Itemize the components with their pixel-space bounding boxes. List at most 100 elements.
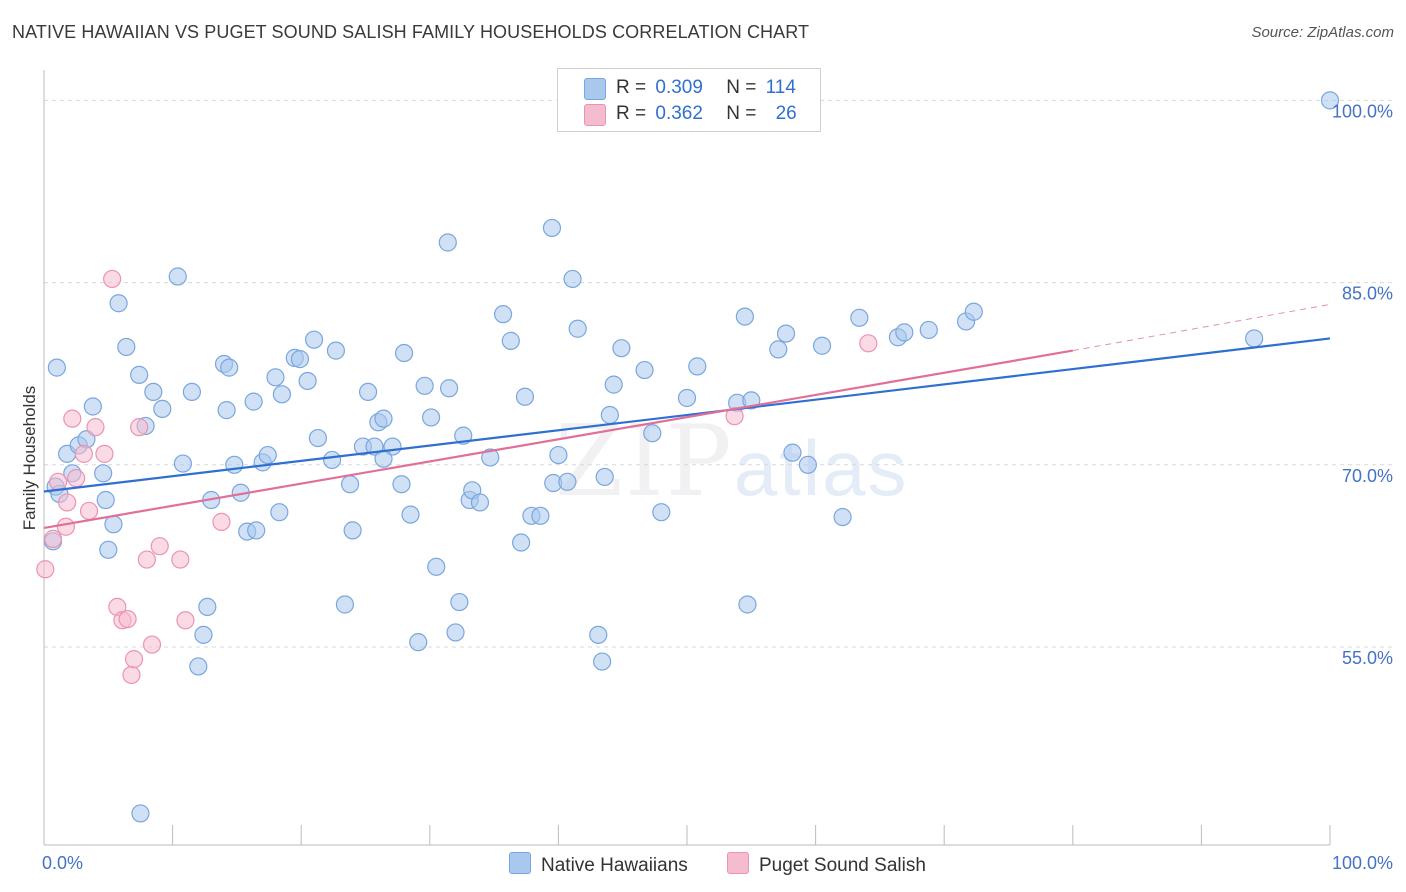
point-native-hawaiians bbox=[769, 340, 788, 359]
point-native-hawaiians bbox=[298, 371, 317, 391]
point-puget-sound-salish bbox=[103, 269, 122, 289]
legend-label: Puget Sound Salish bbox=[759, 855, 926, 876]
point-native-hawaiians bbox=[494, 305, 513, 324]
point-puget-sound-salish bbox=[118, 609, 137, 629]
point-native-hawaiians bbox=[531, 506, 550, 525]
point-native-hawaiians bbox=[512, 533, 531, 552]
point-native-hawaiians bbox=[335, 595, 355, 614]
gridlines bbox=[44, 99, 1395, 648]
point-native-hawaiians bbox=[189, 657, 208, 676]
y-tick-label: 100.0% bbox=[1332, 101, 1393, 121]
point-native-hawaiians bbox=[677, 388, 697, 408]
point-native-hawaiians bbox=[589, 625, 608, 644]
point-native-hawaiians bbox=[394, 343, 414, 363]
point-puget-sound-salish bbox=[58, 493, 77, 512]
point-native-hawaiians bbox=[266, 368, 285, 387]
point-native-hawaiians bbox=[454, 426, 473, 445]
point-native-hawaiians bbox=[964, 302, 983, 321]
correlation-legend: R = 0.309 N = 114 R = 0.362 N = 26 bbox=[557, 68, 821, 132]
point-native-hawaiians bbox=[446, 623, 465, 642]
point-puget-sound-salish bbox=[859, 334, 878, 353]
point-native-hawaiians bbox=[919, 320, 938, 340]
trend-line-native-hawaiians bbox=[43, 337, 1331, 493]
point-puget-sound-salish bbox=[176, 611, 195, 630]
point-native-hawaiians bbox=[182, 382, 201, 402]
point-puget-sound-salish bbox=[79, 501, 99, 521]
point-native-hawaiians bbox=[217, 401, 236, 420]
point-puget-sound-salish bbox=[171, 550, 190, 569]
point-native-hawaiians bbox=[612, 339, 631, 358]
point-native-hawaiians bbox=[220, 358, 239, 377]
point-native-hawaiians bbox=[593, 652, 612, 671]
point-native-hawaiians bbox=[153, 399, 172, 419]
point-native-hawaiians bbox=[168, 267, 187, 286]
point-native-hawaiians bbox=[99, 540, 118, 559]
point-native-hawaiians bbox=[308, 428, 328, 448]
point-native-hawaiians bbox=[1320, 91, 1340, 110]
point-native-hawaiians bbox=[290, 350, 310, 369]
series-puget-sound-salish bbox=[36, 269, 878, 685]
point-native-hawaiians bbox=[481, 448, 500, 467]
point-native-hawaiians bbox=[515, 387, 535, 406]
point-native-hawaiians bbox=[439, 379, 459, 398]
point-native-hawaiians bbox=[326, 341, 346, 360]
point-native-hawaiians bbox=[643, 424, 662, 443]
point-native-hawaiians bbox=[96, 490, 115, 510]
point-native-hawaiians bbox=[198, 597, 217, 617]
point-native-hawaiians bbox=[776, 324, 796, 343]
point-native-hawaiians bbox=[604, 375, 623, 394]
point-native-hawaiians bbox=[272, 385, 292, 404]
point-native-hawaiians bbox=[895, 323, 914, 342]
point-native-hawaiians bbox=[470, 493, 490, 512]
point-puget-sound-salish bbox=[49, 472, 68, 491]
point-native-hawaiians bbox=[450, 592, 469, 612]
point-native-hawaiians bbox=[258, 445, 277, 465]
y-tick-label: 70.0% bbox=[1342, 466, 1393, 486]
point-puget-sound-salish bbox=[142, 635, 162, 654]
point-native-hawaiians bbox=[194, 625, 213, 644]
point-native-hawaiians bbox=[738, 595, 757, 614]
legend-r-value: 0.362 bbox=[655, 103, 703, 124]
point-native-hawaiians bbox=[144, 382, 163, 402]
point-native-hawaiians bbox=[421, 408, 441, 427]
point-native-hawaiians bbox=[358, 382, 378, 402]
blue-swatch bbox=[509, 852, 531, 874]
x-tick-label: 0.0% bbox=[42, 853, 83, 873]
point-native-hawaiians bbox=[392, 475, 411, 494]
x-tick-label: 100.0% bbox=[1332, 853, 1393, 873]
legend-n-value: 26 bbox=[775, 103, 797, 124]
point-native-hawaiians bbox=[783, 443, 802, 462]
point-puget-sound-salish bbox=[130, 418, 149, 437]
point-native-hawaiians bbox=[415, 376, 434, 395]
pink-swatch bbox=[584, 104, 606, 126]
legend-r-label: R = bbox=[616, 77, 647, 98]
point-native-hawaiians bbox=[109, 294, 128, 313]
trend-lines bbox=[43, 303, 1331, 530]
point-puget-sound-salish bbox=[36, 560, 55, 579]
point-puget-sound-salish bbox=[43, 529, 63, 548]
point-native-hawaiians bbox=[549, 445, 568, 465]
point-puget-sound-salish bbox=[137, 550, 156, 569]
point-native-hawaiians bbox=[374, 409, 393, 428]
tick-labels: 55.0% 70.0% 85.0% 100.0% 0.0% 100.0% bbox=[42, 101, 1393, 873]
legend-r-label: R = bbox=[616, 103, 647, 124]
point-native-hawaiians bbox=[173, 454, 192, 473]
point-puget-sound-salish bbox=[725, 407, 744, 426]
point-native-hawaiians bbox=[131, 804, 150, 823]
point-native-hawaiians bbox=[270, 503, 289, 522]
blue-swatch bbox=[584, 78, 606, 100]
y-tick-label: 55.0% bbox=[1342, 648, 1393, 668]
chart-title: NATIVE HAWAIIAN VS PUGET SOUND SALISH FA… bbox=[12, 22, 810, 42]
point-puget-sound-salish bbox=[212, 512, 231, 531]
legend-label: Native Hawaiians bbox=[541, 855, 688, 876]
point-native-hawaiians bbox=[833, 507, 852, 527]
point-native-hawaiians bbox=[304, 330, 324, 349]
point-native-hawaiians bbox=[130, 365, 149, 384]
point-native-hawaiians bbox=[1245, 329, 1264, 348]
point-puget-sound-salish bbox=[63, 409, 82, 428]
legend-n-value: 114 bbox=[765, 77, 796, 98]
point-native-hawaiians bbox=[117, 337, 136, 357]
point-native-hawaiians bbox=[635, 360, 654, 380]
point-native-hawaiians bbox=[812, 336, 832, 355]
